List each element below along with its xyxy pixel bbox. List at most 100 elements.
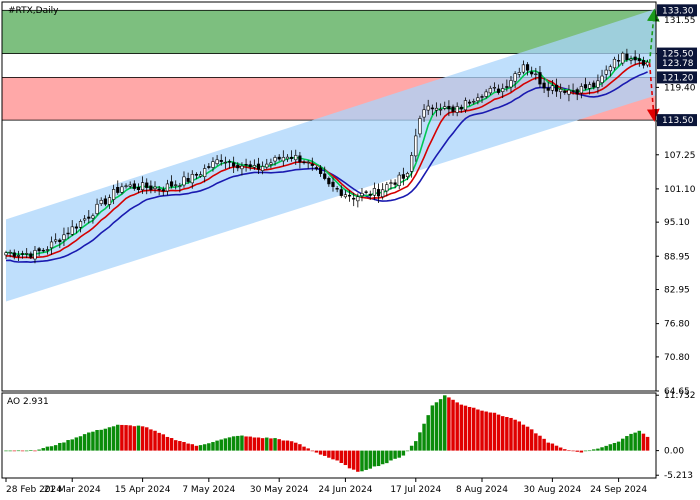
candle-body [223,161,227,164]
candle-body [414,135,418,157]
ao-bar [289,441,294,451]
ao-bar [310,450,315,452]
candle-body [29,253,33,258]
candle-body [165,183,170,192]
candle-body [37,248,41,252]
price-tag-box [657,71,697,84]
candle-body [198,174,203,177]
ao-bar [103,428,108,451]
main-panel-frame [1,1,657,392]
candle-body [534,73,538,76]
date-axis-label: 17 Jul 2024 [390,485,441,495]
ao-bar [476,409,480,451]
ao-bar [422,423,426,451]
candle-body [178,185,182,187]
ao-bar [207,443,211,451]
candle-body [244,163,248,166]
candle-body [252,165,256,168]
ao-bar [136,425,141,451]
ao-bar [277,439,281,451]
candle-body [430,107,434,110]
ao-bar [107,427,112,451]
price-axis-label: 76.80 [664,320,690,330]
ao-bar [538,435,542,451]
ao-bar [587,450,592,452]
ao-bar [173,440,178,451]
ao-bar [161,434,166,451]
ao-bar [285,440,290,451]
ao-bar [178,441,182,451]
date-axis-label: 21 Mar 2024 [44,485,101,495]
ao-bar [82,434,87,451]
ao-bar [571,450,575,452]
candle-body [323,173,327,179]
ao-panel-frame [1,392,657,479]
candle-body [447,105,451,110]
ao-bar [579,450,584,453]
ao-bar [604,445,608,451]
ao-bar [629,433,633,451]
ao-bar [8,450,12,452]
ao-bar [157,432,161,451]
candle-body [368,193,372,196]
candle-body [99,200,103,204]
ao-bar [95,430,99,451]
ao-bar [360,450,364,472]
ao-bar [376,450,381,467]
date-axis-label: 8 Aug 2024 [456,485,508,495]
candle-body [4,252,8,256]
date-axis-label: 28 Feb 2024 [6,485,62,495]
candle-body [418,118,422,135]
ao-bar [426,415,430,451]
candle-body [62,234,66,240]
candle-body [281,157,285,162]
ao-bar [120,424,124,451]
candle-body [306,161,310,164]
ao-bar [443,395,447,451]
ao-bar [149,429,153,451]
candle-body [364,191,368,193]
ao-bar [252,437,257,451]
price-axis-label: 131.55 [664,16,696,26]
ao-bar [298,444,302,451]
ao-bar [190,444,195,451]
candle-body [608,66,612,72]
ao-bar [41,448,45,451]
price-axis-label: 119.40 [664,83,696,93]
ao-bar [550,443,555,451]
ao-bar [198,445,203,451]
candle-body [575,89,579,95]
ao-panel [1,392,657,479]
ao-bar [306,448,310,451]
candle-body [277,156,281,160]
ao-bar [521,424,526,451]
price-axis-label: 82.95 [664,286,690,296]
ao-bar [430,405,435,451]
ao-bar [343,450,348,466]
ao-bar [111,426,116,451]
ao-bar [409,445,414,451]
candle-body [517,72,521,75]
ao-bar [140,426,145,451]
ao-bar [240,435,244,451]
ao-bar [509,417,513,451]
ao-bar [505,417,509,451]
ao-bar [529,429,534,451]
price-tag-label: 125.50 [662,50,694,60]
price-axis-label: 95.10 [664,218,690,228]
ao-bar [322,450,327,456]
candle-body [140,182,145,190]
candle-body [451,106,455,112]
ao-bar [480,410,484,451]
ao-bar [356,450,360,472]
date-axis-label: 30 Aug 2024 [524,485,582,495]
ao-bar [380,450,385,465]
candle-body [219,159,223,162]
candle-body [426,105,430,111]
candle-body [513,73,517,82]
candle-body [401,174,405,179]
ao-bar [58,442,62,451]
price-tag-label: 113.50 [662,116,694,126]
candle-body [261,166,265,171]
